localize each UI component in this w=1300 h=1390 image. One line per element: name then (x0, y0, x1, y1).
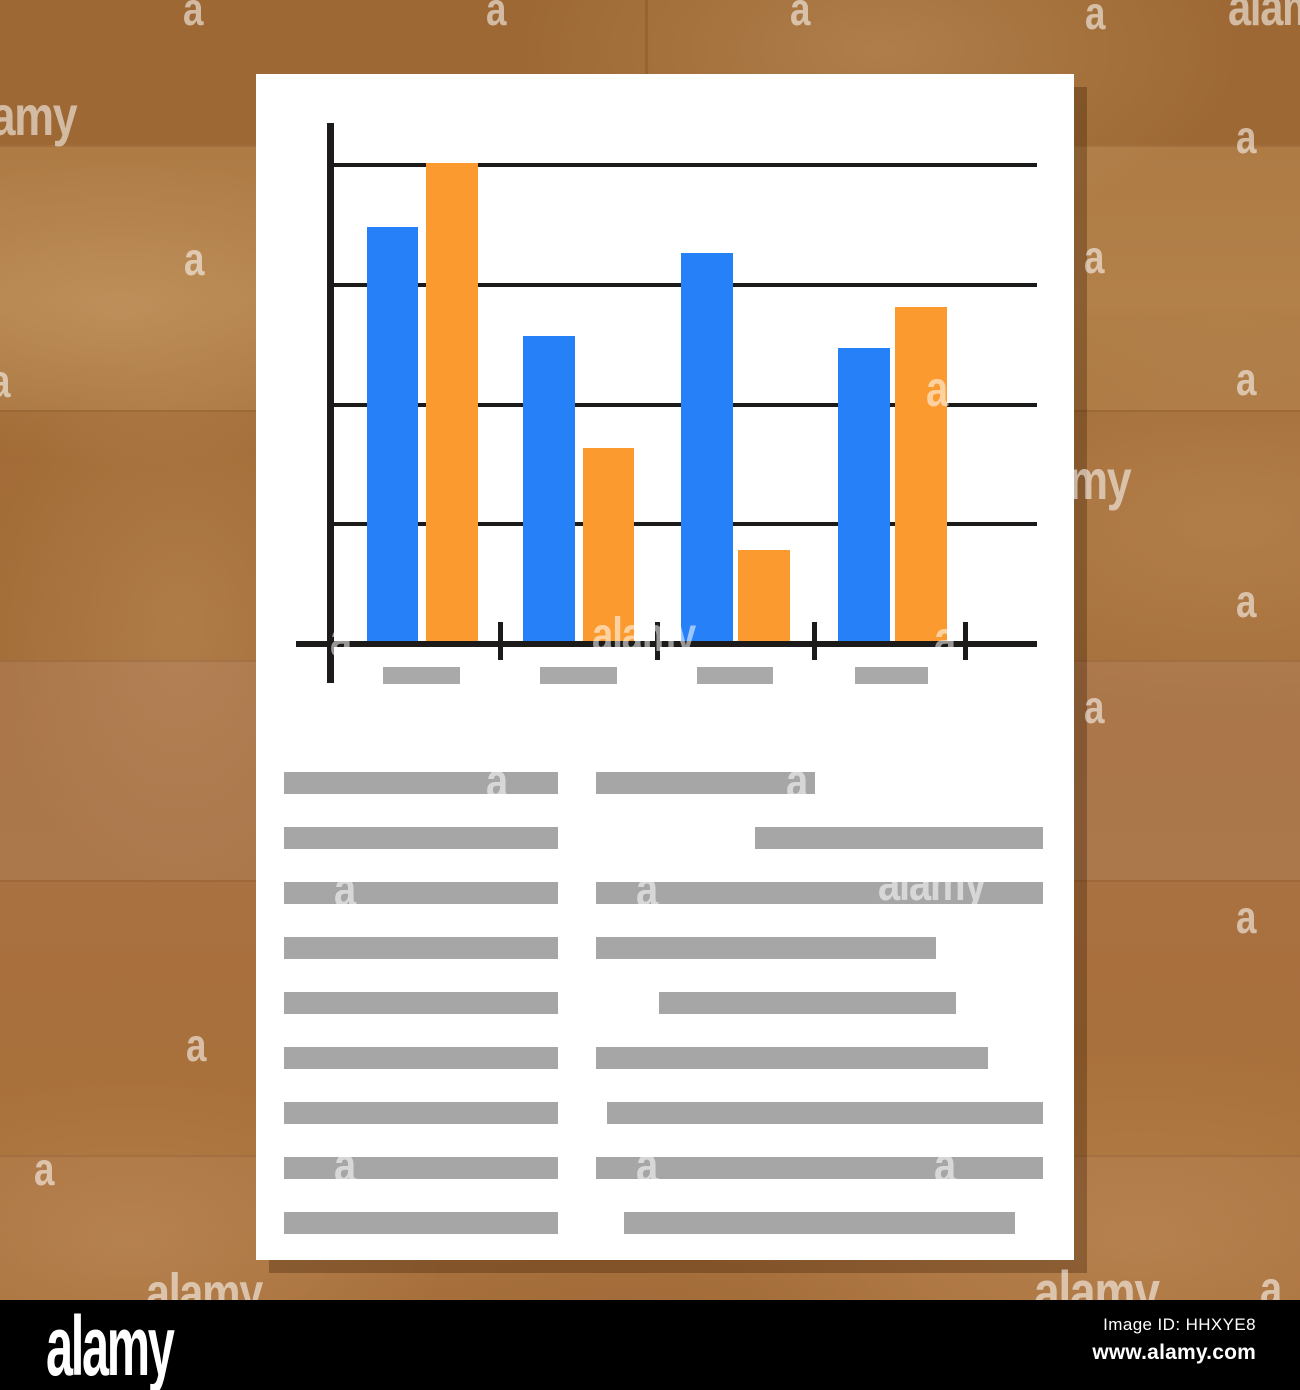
text-line-left-5 (284, 992, 558, 1014)
text-line-right-3 (596, 882, 1043, 904)
category-label-block-2 (540, 667, 617, 684)
category-label-block-1 (383, 667, 460, 684)
text-line-right-4 (596, 937, 936, 959)
x-axis (296, 641, 1037, 647)
bar-blue-group-2 (523, 336, 575, 641)
image-id-text: Image ID: HHXYE8 (1103, 1315, 1256, 1334)
text-line-left-1 (284, 772, 558, 794)
text-line-left-4 (284, 937, 558, 959)
text-line-right-8 (596, 1157, 1043, 1179)
bar-blue-group-4 (838, 348, 890, 641)
text-line-left-9 (284, 1212, 558, 1234)
text-line-left-3 (284, 882, 558, 904)
category-label-block-3 (697, 667, 773, 684)
x-tick-1 (498, 622, 503, 660)
text-line-right-6 (596, 1047, 988, 1069)
bar-orange-group-1 (426, 163, 478, 641)
bar-blue-group-1 (367, 227, 418, 641)
bar-blue-group-3 (681, 253, 733, 641)
text-line-left-8 (284, 1157, 558, 1179)
alamy-logo: alamy (46, 1299, 175, 1390)
alamy-url-text: www.alamy.com (1092, 1341, 1256, 1364)
wood-plank-joint (645, 0, 648, 145)
text-line-right-2 (755, 827, 1043, 849)
bar-orange-group-4 (895, 307, 947, 641)
document-paper (256, 74, 1074, 1260)
credit-block: Image ID: HHXYE8 www.alamy.com (1092, 1315, 1256, 1365)
bar-orange-group-3 (738, 550, 790, 641)
text-line-right-7 (607, 1102, 1043, 1124)
alamy-credit-bar: alamy Image ID: HHXYE8 www.alamy.com (0, 1300, 1300, 1390)
x-tick-3 (812, 622, 817, 660)
text-line-left-7 (284, 1102, 558, 1124)
gridline-1 (327, 163, 1037, 167)
x-tick-2 (655, 622, 660, 660)
placeholder-text-block (256, 74, 1074, 1260)
text-line-right-9 (624, 1212, 1015, 1234)
bar-chart (256, 74, 1074, 1260)
text-line-right-1 (596, 772, 815, 794)
bar-orange-group-2 (583, 448, 634, 641)
text-line-left-2 (284, 827, 558, 849)
x-tick-4 (963, 622, 968, 660)
text-line-left-6 (284, 1047, 558, 1069)
text-line-right-5 (659, 992, 956, 1014)
category-label-block-4 (855, 667, 928, 684)
